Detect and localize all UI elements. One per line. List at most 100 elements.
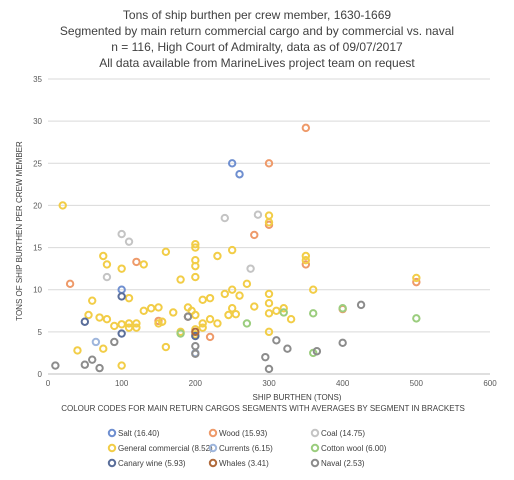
legend-title: COLOUR CODES FOR MAIN RETURN CARGOS SEGM… <box>61 404 465 413</box>
y-tick-label: 30 <box>33 117 42 126</box>
data-point <box>124 323 134 332</box>
data-point <box>213 319 222 328</box>
data-point <box>99 344 108 353</box>
data-point <box>91 337 101 347</box>
legend-label: Whales (3.41) <box>219 459 269 468</box>
data-point <box>198 295 207 305</box>
data-point <box>235 170 244 179</box>
data-point <box>264 299 274 308</box>
data-point <box>242 319 252 328</box>
data-point <box>227 159 237 168</box>
data-point <box>191 272 200 282</box>
data-point <box>110 321 119 331</box>
data-point <box>65 279 75 289</box>
title-line-3: n = 116, High Court of Admiralty, data a… <box>111 40 403 54</box>
data-point <box>301 123 311 133</box>
y-tick-label: 35 <box>33 75 42 84</box>
legend-label: Naval (2.53) <box>321 459 365 468</box>
data-point <box>161 247 171 256</box>
title-line-2: Segmented by main return commercial carg… <box>60 24 454 38</box>
data-point <box>338 338 347 348</box>
data-point <box>235 291 244 300</box>
legend-marker <box>107 443 117 453</box>
data-point <box>191 243 200 252</box>
legend-marker <box>310 458 320 468</box>
x-tick-label: 600 <box>483 379 497 388</box>
legend-marker <box>208 458 218 468</box>
data-point <box>117 329 126 338</box>
data-point <box>312 347 322 356</box>
y-tick-label: 15 <box>33 244 42 253</box>
data-point <box>250 230 259 240</box>
data-point <box>264 289 274 299</box>
data-point <box>231 309 241 319</box>
data-point <box>117 320 126 329</box>
data-point <box>132 323 141 332</box>
data-points <box>51 123 421 374</box>
data-point <box>139 260 148 269</box>
data-point <box>264 309 274 318</box>
data-point <box>191 310 200 320</box>
data-point <box>146 304 156 313</box>
data-point <box>412 273 421 283</box>
legend: Salt (16.40) Wood (15.93) Coal (14.75) Gene… <box>107 428 387 468</box>
title-line-4: All data available from MarineLives proj… <box>99 56 415 70</box>
data-point <box>161 342 171 352</box>
data-point <box>227 285 237 294</box>
data-point <box>88 355 97 364</box>
data-point <box>132 257 141 267</box>
data-point <box>205 332 215 342</box>
data-point <box>264 159 274 168</box>
legend-label: Coal (14.75) <box>321 429 365 438</box>
data-point <box>272 306 281 315</box>
x-tick-label: 200 <box>189 379 203 388</box>
data-point <box>80 317 90 326</box>
axes: 0 5 10 15 20 25 30 35 0 100 200 300 400 500 600 <box>33 75 497 388</box>
data-point <box>191 331 200 341</box>
data-point <box>264 218 274 227</box>
data-point <box>309 309 318 318</box>
title-line-1: Tons of ship burthen per crew member, 16… <box>123 8 391 22</box>
data-point <box>117 229 126 239</box>
data-point <box>301 251 311 261</box>
data-point <box>213 251 222 261</box>
data-point <box>176 329 185 338</box>
legend-marker <box>107 458 117 468</box>
legend-label: Currents (6.15) <box>219 444 273 453</box>
data-point <box>279 304 288 313</box>
data-point <box>124 237 134 246</box>
data-point <box>227 304 237 313</box>
data-point <box>286 315 296 324</box>
data-point <box>95 313 104 322</box>
data-point <box>58 201 67 210</box>
data-point <box>73 346 82 355</box>
data-point <box>88 296 97 305</box>
data-point <box>198 323 207 332</box>
data-point <box>356 300 366 310</box>
data-point <box>261 352 270 362</box>
data-point <box>154 303 163 312</box>
x-tick-label: 500 <box>410 379 424 388</box>
data-point <box>183 312 193 321</box>
data-point <box>264 327 274 337</box>
data-point <box>283 344 292 353</box>
data-point <box>95 363 104 373</box>
legend-label: General commercial (8.52) <box>118 444 213 453</box>
legend-label: Canary wine (5.93) <box>118 459 186 468</box>
data-point <box>198 319 207 328</box>
data-point <box>309 285 318 294</box>
data-point <box>102 272 112 282</box>
data-point <box>220 289 230 299</box>
data-point <box>191 341 200 351</box>
legend-marker <box>208 428 218 438</box>
data-point <box>224 310 233 320</box>
gridlines <box>48 78 490 375</box>
y-tick-label: 25 <box>33 159 42 168</box>
data-point <box>205 315 215 324</box>
data-point <box>169 308 178 317</box>
y-tick-label: 10 <box>33 286 42 295</box>
data-point <box>80 360 90 369</box>
data-point <box>205 293 215 303</box>
